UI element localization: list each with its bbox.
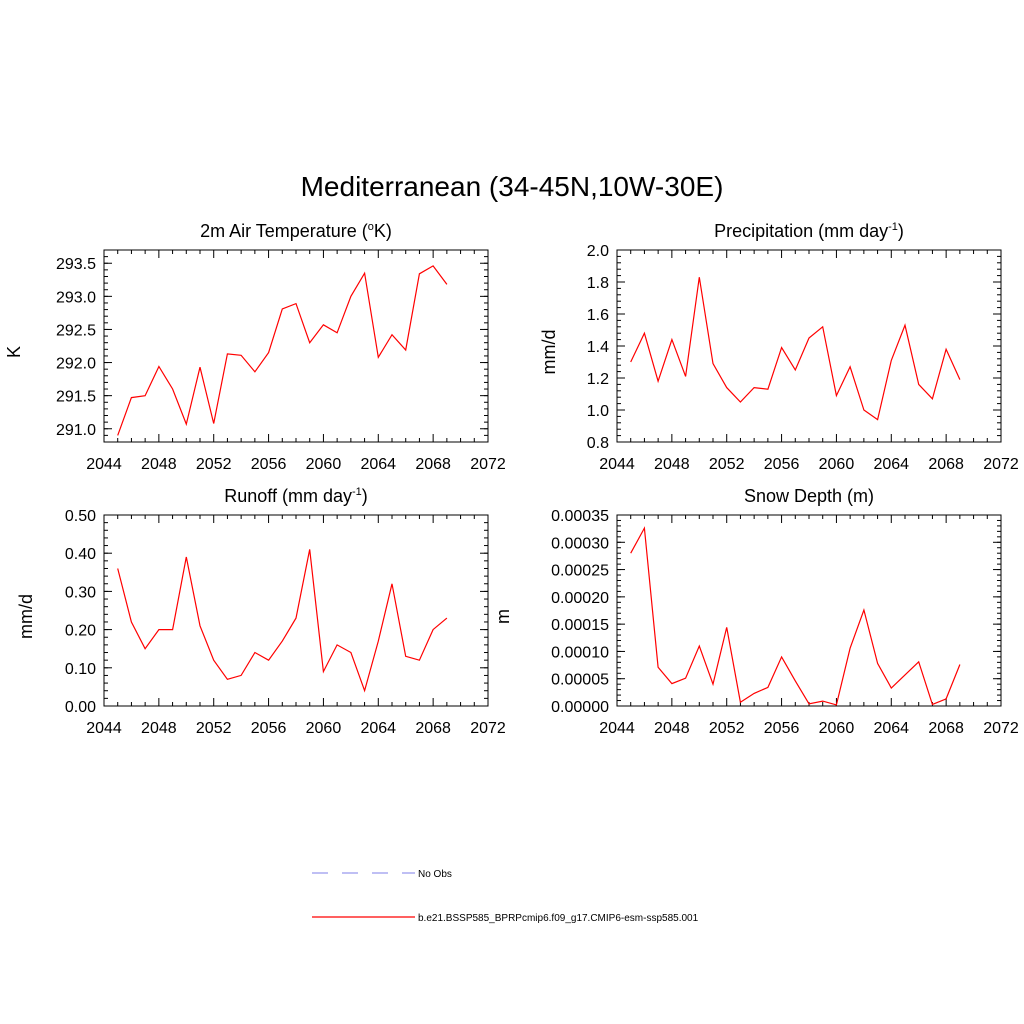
y-tick-label: 291.0: [56, 422, 96, 439]
chart-panels: 2044 2048 2052 2056 2060 2064 2068 2072 291.0 291…: [4, 221, 1019, 737]
x-tick-label: 2044: [86, 456, 122, 473]
x-tick-label: 2056: [251, 720, 287, 737]
x-tick-label: 2048: [141, 456, 177, 473]
x-tick-label: 2072: [983, 456, 1019, 473]
plot-frame: [103, 249, 489, 443]
y-tick-label: 292.5: [56, 322, 96, 339]
y-tick-label: 293.0: [56, 289, 96, 306]
y-tick-label: 0.00005: [551, 672, 609, 689]
y-tick-label: 1.8: [587, 275, 609, 292]
series-line: [630, 277, 961, 421]
x-tick-label: 2056: [764, 720, 800, 737]
panel-title: Precipitation (mm day-1): [714, 221, 904, 241]
x-tick-label: 2056: [251, 456, 287, 473]
y-tick-label: 0.00025: [551, 563, 609, 580]
series-line: [117, 549, 448, 693]
series-line: [630, 526, 961, 706]
x-tick-label: 2060: [306, 720, 342, 737]
x-tick-label: 2052: [709, 720, 745, 737]
legend-label: b.e21.BSSP585_BPRPcmip6.f09_g17.CMIP6-es…: [418, 913, 699, 924]
x-tick-label: 2060: [306, 456, 342, 473]
y-tick-label: 1.6: [587, 307, 609, 324]
y-axis-label: mm/d: [539, 330, 559, 375]
x-tick-label: 2064: [360, 720, 396, 737]
x-tick-label: 2052: [196, 720, 232, 737]
legend-label: No Obs: [418, 869, 452, 880]
y-tick-label: 0.00015: [551, 617, 609, 634]
panel-title: Runoff (mm day-1): [224, 486, 368, 506]
x-tick-label: 2044: [86, 720, 122, 737]
x-tick-label: 2052: [709, 456, 745, 473]
x-tick-label: 2044: [599, 456, 635, 473]
y-tick-label: 0.30: [65, 584, 96, 601]
x-tick-label: 2064: [873, 456, 909, 473]
x-tick-label: 2068: [928, 456, 964, 473]
chart-panel-2: 2044 2048 2052 2056 2060 2064 2068 2072 0.8 1.0 1.…: [539, 221, 1019, 473]
x-tick-label: 2068: [415, 456, 451, 473]
y-tick-label: 0.40: [65, 546, 96, 563]
y-tick-label: 0.00030: [551, 535, 609, 552]
y-axis-label: K: [4, 346, 24, 358]
x-tick-label: 2052: [196, 456, 232, 473]
x-tick-label: 2068: [415, 720, 451, 737]
y-tick-label: 0.00035: [551, 508, 609, 525]
x-tick-label: 2064: [873, 720, 909, 737]
y-tick-label: 1.0: [587, 403, 609, 420]
y-tick-label: 0.50: [65, 508, 96, 525]
y-tick-label: 292.0: [56, 356, 96, 373]
y-tick-label: 0.8: [587, 435, 609, 452]
plot-frame: [103, 514, 489, 707]
y-tick-label: 0.00020: [551, 590, 609, 607]
chart-panel-3: 2044 2048 2052 2056 2060 2064 2068 2072 0.00 0.10…: [16, 486, 506, 737]
x-tick-label: 2072: [470, 720, 506, 737]
x-tick-label: 2048: [141, 720, 177, 737]
y-tick-label: 0.20: [65, 623, 96, 640]
y-tick-label: 1.4: [587, 339, 609, 356]
y-tick-label: 1.2: [587, 371, 609, 388]
x-tick-label: 2064: [360, 456, 396, 473]
main-title: Mediterranean (34-45N,10W-30E): [301, 171, 724, 202]
plot-frame: [616, 514, 1002, 707]
series-line: [117, 265, 448, 436]
y-tick-label: 2.0: [587, 243, 609, 260]
x-tick-label: 2072: [470, 456, 506, 473]
legend: No Obs b.e21.BSSP585_BPRPcmip6.f09_g17.CM…: [312, 869, 699, 924]
x-tick-label: 2060: [819, 456, 855, 473]
y-tick-label: 0.00000: [551, 699, 609, 716]
chart-panel-4: 2044 2048 2052 2056 2060 2064 2068 2072 0.00000 0…: [493, 486, 1019, 737]
x-tick-label: 2048: [654, 720, 690, 737]
x-tick-label: 2068: [928, 720, 964, 737]
x-tick-label: 2056: [764, 456, 800, 473]
y-tick-label: 0.00010: [551, 644, 609, 661]
panel-title: 2m Air Temperature (oK): [200, 221, 392, 241]
y-tick-label: 0.00: [65, 699, 96, 716]
x-tick-label: 2048: [654, 456, 690, 473]
chart-panel-1: 2044 2048 2052 2056 2060 2064 2068 2072 291.0 291…: [4, 221, 506, 473]
x-tick-label: 2072: [983, 720, 1019, 737]
y-tick-label: 0.10: [65, 661, 96, 678]
y-tick-label: 291.5: [56, 389, 96, 406]
x-tick-label: 2044: [599, 720, 635, 737]
y-tick-label: 293.5: [56, 256, 96, 273]
panel-title: Snow Depth (m): [744, 486, 874, 506]
y-axis-label: m: [493, 609, 513, 624]
y-axis-label: mm/d: [16, 594, 36, 639]
x-tick-label: 2060: [819, 720, 855, 737]
